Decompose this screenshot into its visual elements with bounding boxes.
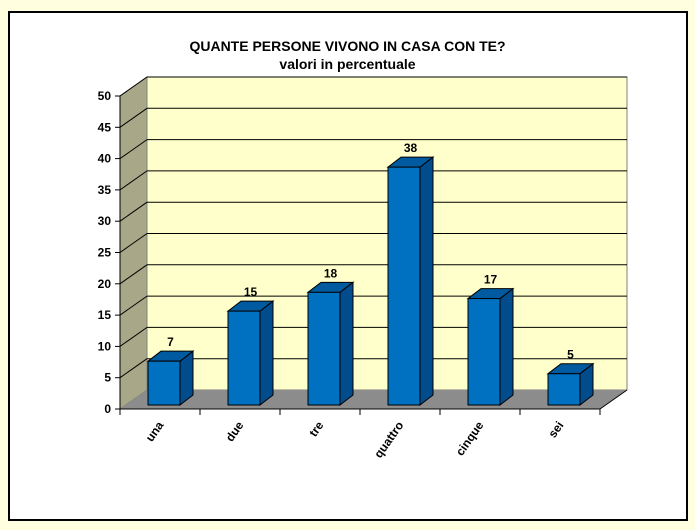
data-label: 38 (404, 141, 418, 155)
bar-side (259, 300, 274, 407)
y-axis-tick-label: 25 (98, 246, 112, 260)
y-axis-tick-label: 5 (104, 371, 111, 385)
x-axis-category-label: una (143, 418, 167, 444)
bar-una (147, 360, 181, 406)
x-axis-category-label: tre (306, 418, 326, 439)
data-label: 15 (244, 285, 258, 299)
bar-cinque (467, 298, 501, 406)
bar-sei (547, 373, 581, 406)
chart-title: QUANTE PERSONE VIVONO IN CASA CON TE? (189, 38, 506, 54)
y-axis-tick-label: 10 (98, 339, 112, 353)
y-axis-tick-label: 0 (104, 402, 111, 416)
bar-tre (307, 291, 341, 406)
bar-side (339, 281, 354, 407)
gridline-side (119, 107, 148, 128)
y-axis-tick-label: 35 (98, 183, 112, 197)
bar-quattro (387, 166, 421, 406)
gridline-side (119, 295, 148, 316)
data-label: 17 (484, 273, 498, 287)
y-axis-tick-label: 50 (98, 89, 112, 103)
bar-side (499, 287, 514, 407)
gridline-side (119, 326, 148, 347)
y-axis-tick-label: 40 (98, 152, 112, 166)
gridline-side (119, 76, 148, 97)
gridline-side (119, 170, 148, 191)
x-axis-category-label: sei (545, 419, 566, 441)
data-label: 18 (324, 266, 338, 280)
x-axis-category-label: cinque (453, 418, 487, 458)
data-label: 5 (567, 348, 574, 362)
gridline-side (119, 233, 148, 253)
bar-side (419, 156, 434, 407)
y-axis-tick-label: 45 (98, 120, 112, 134)
y-axis-tick-label: 30 (98, 214, 112, 228)
floor-edge (599, 389, 628, 410)
y-axis-tick-label: 15 (98, 308, 112, 322)
gridline-side (119, 201, 148, 222)
chart-subtitle: valori in percentuale (279, 56, 416, 72)
y-axis-tick-label: 20 (98, 277, 112, 291)
gridline-side (119, 139, 148, 160)
gridline-side (119, 358, 148, 379)
x-axis-category-label: due (223, 418, 247, 444)
data-label: 7 (167, 335, 174, 349)
bar-due (227, 310, 261, 406)
gridline-side (119, 264, 148, 285)
x-axis-category-label: quattro (371, 419, 406, 461)
